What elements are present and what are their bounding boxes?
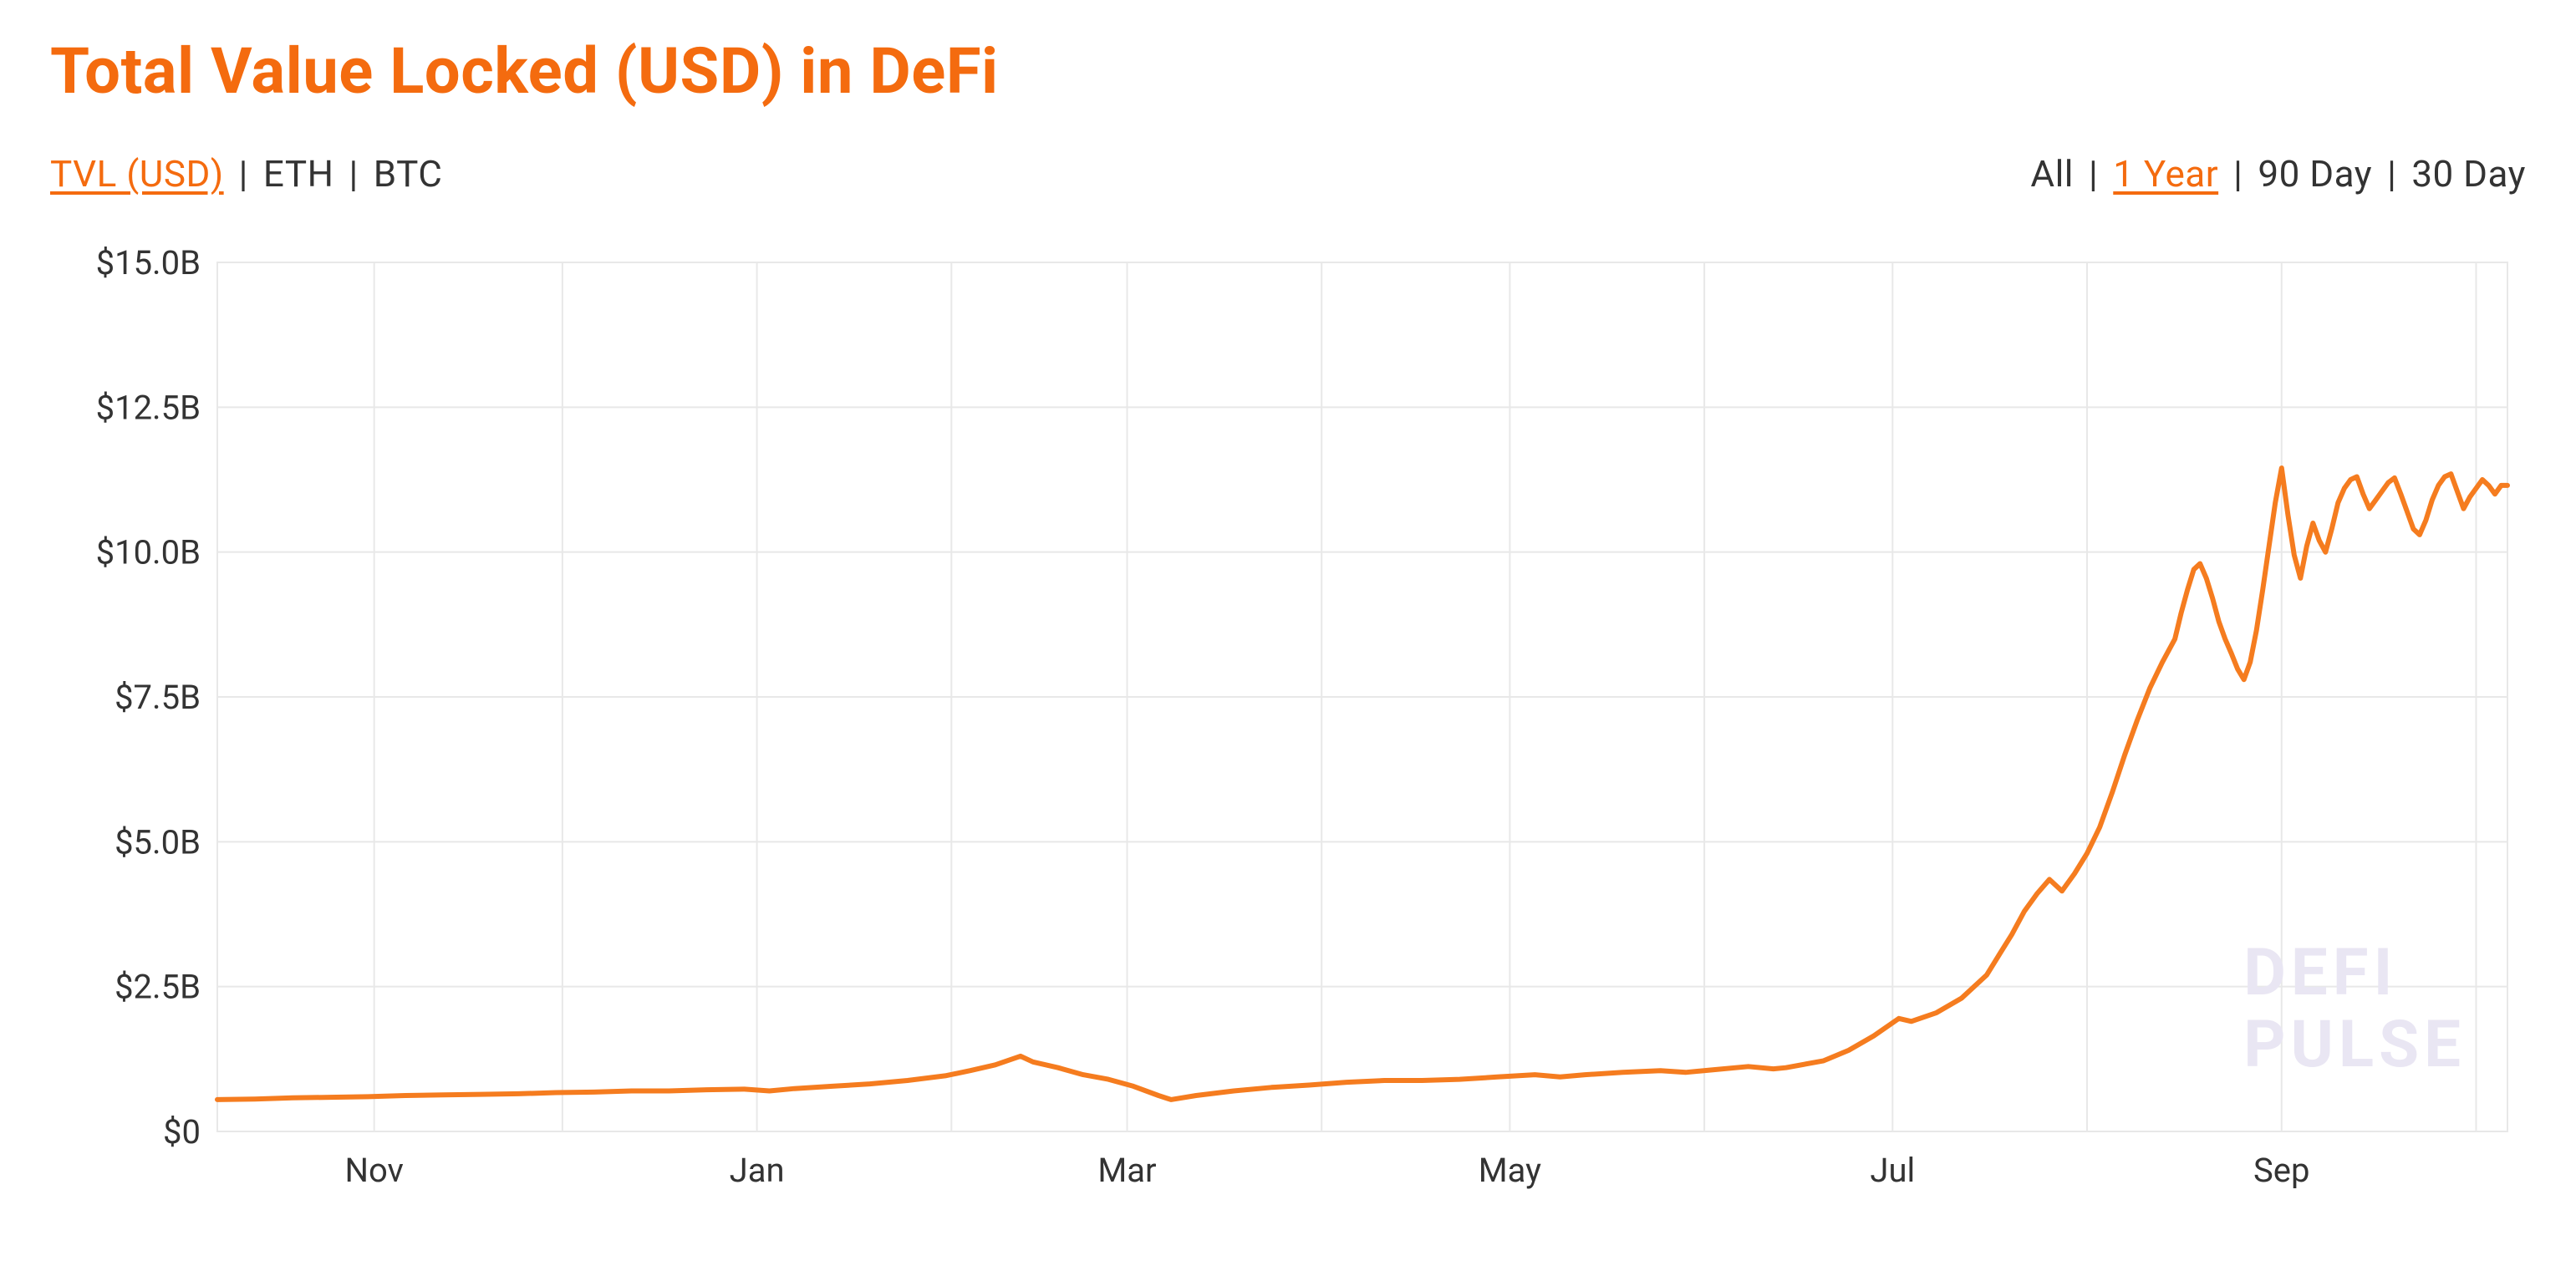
tabs-row: TVL (USD) | ETH | BTC All | 1 Year | 90 Day | 30 D… xyxy=(50,152,2526,196)
y-tick-label: $7.5B xyxy=(115,678,201,717)
y-tick-label: $12.5B xyxy=(96,388,201,427)
x-tick-label: Mar xyxy=(1097,1151,1156,1190)
y-tick-label: $15.0B xyxy=(96,246,201,282)
range-tab-1-year[interactable]: 1 Year xyxy=(2113,152,2218,196)
x-tick-label: Jul xyxy=(1870,1151,1915,1190)
y-tick-label: $10.0B xyxy=(96,533,201,572)
chart-title: Total Value Locked (USD) in DeFi xyxy=(50,33,2526,109)
x-tick-label: Jan xyxy=(730,1151,785,1190)
metric-tab-eth[interactable]: ETH xyxy=(263,152,334,196)
line-chart: $0 $2.5B $5.0B $7.5B $10.0B $12.5B $15.0B Nov Ja… xyxy=(50,246,2524,1232)
metric-tab-btc[interactable]: BTC xyxy=(374,152,443,196)
range-tab-separator: | xyxy=(2387,152,2396,196)
chart-area: $0 $2.5B $5.0B $7.5B $10.0B $12.5B $15.0B Nov Ja… xyxy=(50,246,2524,1232)
range-tab-90-day[interactable]: 90 Day xyxy=(2258,152,2372,196)
metric-tab-separator: | xyxy=(239,152,248,196)
x-tick-label: May xyxy=(1479,1151,1541,1190)
range-tab-30-day[interactable]: 30 Day xyxy=(2411,152,2526,196)
y-tick-label: $0 xyxy=(163,1112,201,1152)
range-tab-all[interactable]: All xyxy=(2030,152,2074,196)
x-tick-label: Nov xyxy=(344,1151,403,1190)
y-tick-label: $2.5B xyxy=(115,968,201,1007)
x-tick-label: Sep xyxy=(2253,1151,2309,1190)
range-tab-separator: | xyxy=(2089,152,2098,196)
range-tabs: All | 1 Year | 90 Day | 30 Day xyxy=(2030,152,2526,196)
metric-tabs: TVL (USD) | ETH | BTC xyxy=(50,152,442,196)
y-tick-label: $5.0B xyxy=(115,822,201,862)
metric-tab-separator: | xyxy=(349,152,358,196)
range-tab-separator: | xyxy=(2233,152,2243,196)
metric-tab-tvl-usd-[interactable]: TVL (USD) xyxy=(50,152,224,196)
